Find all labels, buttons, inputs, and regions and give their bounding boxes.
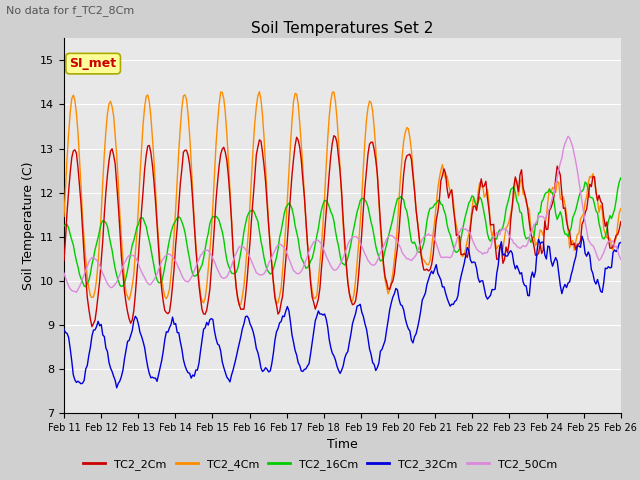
Legend: TC2_2Cm, TC2_4Cm, TC2_16Cm, TC2_32Cm, TC2_50Cm: TC2_2Cm, TC2_4Cm, TC2_16Cm, TC2_32Cm, TC… xyxy=(79,455,561,474)
Title: Soil Temperatures Set 2: Soil Temperatures Set 2 xyxy=(252,21,433,36)
Text: No data for f_TC2_8Cm: No data for f_TC2_8Cm xyxy=(6,5,134,16)
Y-axis label: Soil Temperature (C): Soil Temperature (C) xyxy=(22,161,35,290)
Text: SI_met: SI_met xyxy=(70,57,116,70)
X-axis label: Time: Time xyxy=(327,438,358,451)
